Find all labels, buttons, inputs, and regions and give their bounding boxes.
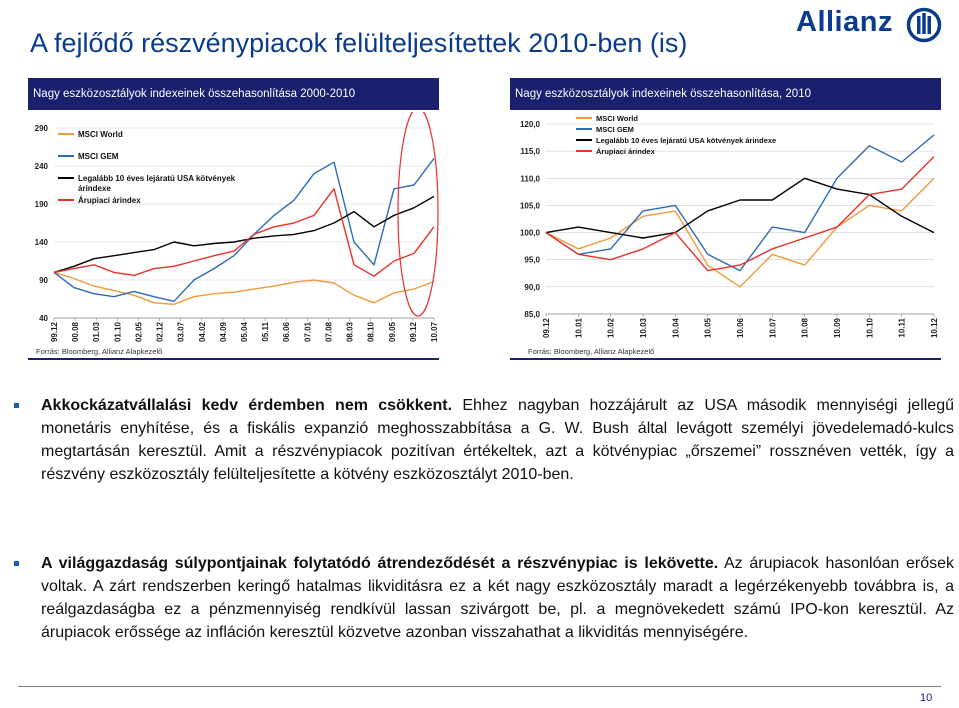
y-tick-label: 115,0: [520, 147, 540, 156]
x-tick-label: 10.03: [639, 317, 648, 338]
y-tick-label: 120,0: [520, 120, 541, 129]
chart-panel-2000-2010: Nagy eszközosztályok indexeinek összehas…: [28, 78, 439, 360]
line-chart-2000-2010: 40 90 140 190 240 290 99.12 00.08 01.03 01.10 02.0…: [35, 112, 439, 356]
x-tick-label: 03.07: [177, 321, 186, 342]
y-tick-label: 105,0: [520, 201, 541, 210]
footer-divider: [18, 686, 941, 687]
y-tick-label: 110,0: [520, 174, 540, 183]
y-tick-label: 90: [39, 276, 48, 285]
legend-label: Legalább 10 éves lejáratú USA kötvények: [78, 174, 236, 183]
x-tick-label: 04.02: [198, 321, 207, 342]
x-tick-label: 08.10: [367, 321, 376, 342]
y-tick-label: 140: [35, 238, 49, 247]
x-tick-label: 07.08: [324, 321, 333, 342]
legend-label: Legalább 10 éves lejáratú USA kötvények …: [596, 136, 776, 145]
bullet-list-item: A világgazdaság súlypontjainak folytatód…: [14, 552, 954, 644]
y-tick-label: 240: [35, 162, 49, 171]
y-tick-label: 85,0: [524, 310, 540, 319]
x-tick-label: 10.01: [574, 317, 583, 338]
x-tick-label: 10.06: [736, 317, 745, 338]
x-tick-label: 10.04: [671, 317, 680, 338]
series-line: [53, 195, 435, 274]
allianz-eagle-icon: [906, 7, 942, 43]
series-line: [545, 177, 935, 239]
x-tick-label: 02.12: [156, 321, 165, 342]
line-chart-2010: 85,0 90,0 95,0 100,0 105,0 110,0 115,0 120,0 09.…: [520, 114, 939, 356]
bullet-bold-text: A világgazdaság súlypontjainak folytatód…: [41, 555, 719, 572]
series-line: [53, 271, 435, 306]
legend-label: Árupiaci árindex: [596, 147, 656, 156]
x-tick-label: 10.07: [768, 317, 777, 338]
slide-title: A fejlődő részvénypiacok felülteljesítet…: [30, 28, 688, 58]
y-tick-label: 95,0: [524, 256, 540, 265]
y-tick-label: 100,0: [520, 229, 541, 238]
legend-label: MSCI World: [78, 130, 123, 139]
x-tick-label: 05.04: [240, 321, 249, 342]
bullet-text: Ehhez nagyban hozzájárult az USA második…: [41, 397, 955, 483]
highlight-ellipse: [397, 112, 439, 317]
x-tick-label: 04.09: [219, 321, 228, 342]
series-line: [545, 134, 935, 272]
source-note: Forrás: Bloomberg, Allianz Alapkezelő: [528, 347, 654, 356]
x-tick-label: 01.03: [92, 321, 101, 342]
x-tick-label: 05.11: [261, 321, 270, 341]
y-tick-label: 40: [39, 314, 48, 323]
x-tick-label: 08.03: [346, 321, 355, 342]
legend-label: árindexe: [78, 184, 111, 193]
y-tick-label: 90,0: [524, 283, 540, 292]
x-tick-label: 99.12: [50, 321, 59, 342]
panel-footer-rule: [28, 358, 439, 360]
page-number: 10: [920, 692, 933, 704]
allianz-logo: Allianz: [796, 6, 946, 43]
x-tick-label: 10.05: [704, 317, 713, 338]
x-tick-label: 09.05: [388, 321, 397, 342]
x-tick-label: 10.10: [865, 317, 874, 338]
y-tick-label: 290: [35, 124, 49, 133]
x-tick-label: 10.08: [801, 317, 810, 338]
x-tick-label: 06.06: [282, 321, 291, 342]
x-tick-label: 01.10: [113, 321, 122, 342]
series-line: [545, 156, 935, 272]
panel-title: Nagy eszközosztályok indexeinek összehas…: [28, 78, 439, 110]
bullet-list-item: Akkockázatvállalási kedv érdemben nem cs…: [14, 394, 954, 486]
x-tick-label: 00.08: [71, 321, 80, 342]
series-line: [545, 177, 935, 288]
x-tick-label: 09.12: [542, 317, 551, 338]
x-tick-label: 10.11: [898, 317, 907, 337]
x-tick-label: 07.01: [303, 321, 312, 342]
series-line: [53, 188, 435, 277]
bullet-text: Az árupiacok hasonlóan erősek voltak. A …: [41, 555, 955, 641]
source-note: Forrás: Bloomberg, Allianz Alapkezelő: [36, 347, 162, 356]
legend-label: MSCI GEM: [78, 152, 119, 161]
series-line: [53, 157, 435, 303]
panel-title: Nagy eszközosztályok indexeinek összehas…: [510, 78, 941, 110]
legend-label: MSCI GEM: [596, 125, 634, 134]
x-tick-label: 10.07: [430, 321, 439, 342]
chart-panel-2010: Nagy eszközosztályok indexeinek összehas…: [510, 78, 941, 360]
bullet-bold-text: Akkockázatvállalási kedv érdemben nem cs…: [41, 397, 453, 414]
legend-label: Árupiaci árindex: [78, 196, 141, 205]
logo-text: Allianz: [796, 6, 893, 38]
x-tick-label: 10.09: [833, 317, 842, 338]
x-tick-label: 10.12: [930, 317, 939, 338]
panel-footer-rule: [510, 358, 941, 360]
y-tick-label: 190: [35, 200, 49, 209]
x-tick-label: 10.02: [607, 317, 616, 338]
x-tick-label: 02.05: [134, 321, 143, 342]
bullet-marker: [14, 561, 19, 566]
x-tick-label: 09.12: [409, 321, 418, 342]
bullet-marker: [14, 403, 19, 408]
legend-label: MSCI World: [596, 114, 638, 123]
